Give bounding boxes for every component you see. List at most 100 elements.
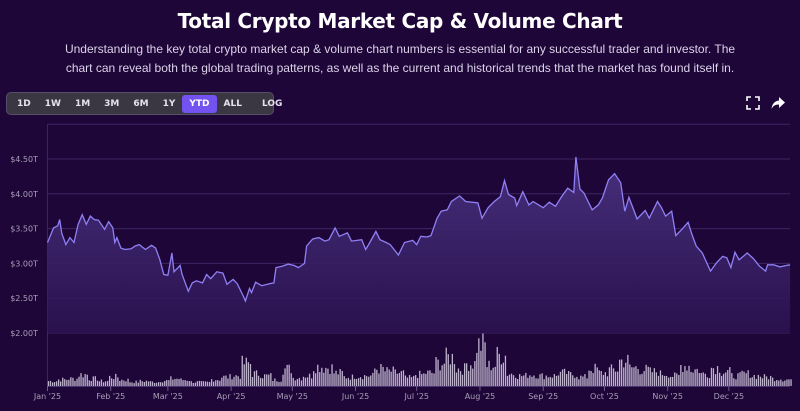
volume-bar [776, 380, 778, 386]
volume-bar [770, 375, 772, 386]
volume-bar [535, 378, 537, 386]
volume-bar [661, 375, 664, 386]
volume-bar [649, 367, 651, 386]
volume-bar [53, 382, 56, 386]
market-cap-area [47, 156, 791, 333]
volume-bar [329, 374, 331, 386]
range-button-all[interactable]: ALL [223, 98, 242, 109]
range-button-3m[interactable]: 3M [104, 98, 120, 109]
volume-bar [147, 381, 150, 386]
volume-bar [204, 381, 207, 386]
volume-bar [323, 372, 325, 386]
volume-bar [196, 381, 198, 386]
volume-bar [592, 373, 594, 386]
volume-bar [380, 364, 382, 386]
volume-bar [376, 369, 378, 386]
range-button-6m[interactable]: 6M [133, 98, 149, 109]
volume-bar [625, 362, 627, 386]
volume-bar [333, 373, 335, 386]
volume-bar [308, 373, 311, 386]
volume-bar [614, 371, 617, 386]
volume-bar [184, 380, 186, 386]
x-tick-label: Mar '25 [153, 392, 183, 401]
range-button-1y[interactable]: 1Y [162, 98, 176, 109]
volume-bar [139, 379, 141, 386]
volume-bar [639, 374, 641, 386]
y-tick-label: $4.50T [10, 155, 38, 164]
volume-bar [419, 370, 421, 386]
volume-bar [402, 370, 405, 386]
volume-bar [394, 369, 396, 386]
x-tick-label: Apr '25 [217, 392, 246, 401]
volume-bar [439, 370, 441, 386]
volume-bar [257, 375, 260, 386]
volume-bar [296, 379, 298, 386]
volume-bar [643, 371, 645, 386]
volume-bar [111, 378, 113, 386]
range-button-1d[interactable]: 1D [17, 98, 31, 109]
volume-bar [264, 374, 266, 386]
volume-bar [374, 368, 376, 386]
volume-bar [186, 380, 188, 386]
volume-bar [113, 379, 115, 386]
volume-bar [735, 379, 737, 386]
volume-bar [523, 375, 525, 386]
volume-bar [765, 376, 768, 386]
volume-bar [272, 381, 274, 386]
volume-bar [782, 381, 784, 386]
volume-bar [178, 379, 180, 386]
volume-bar [547, 377, 549, 386]
volume-bar [239, 378, 241, 386]
range-button-1w[interactable]: 1W [44, 98, 61, 109]
volume-bar [153, 383, 156, 386]
volume-bar [464, 363, 466, 386]
volume-bar [780, 379, 782, 386]
volume-bar [133, 383, 135, 386]
volume-bar [545, 375, 547, 386]
volume-bar [368, 376, 370, 386]
volume-bar [461, 374, 464, 386]
volume-bar [168, 380, 170, 386]
volume-bar [84, 374, 86, 386]
volume-bar [645, 364, 647, 386]
y-tick-label: $3.50T [10, 225, 38, 234]
volume-bar [96, 380, 99, 386]
volume-bar [276, 381, 278, 386]
share-icon[interactable] [770, 95, 786, 111]
volume-bar [543, 379, 545, 386]
volume-bar [627, 354, 629, 386]
volume-bar [786, 379, 788, 386]
range-button-1m[interactable]: 1M [74, 98, 91, 109]
volume-bar [759, 376, 762, 386]
volume-bar [90, 381, 92, 386]
volume-bar [121, 379, 123, 386]
volume-bar [255, 370, 258, 386]
volume-bar [706, 377, 708, 386]
volume-bar [70, 377, 72, 386]
volume-bar [451, 353, 453, 386]
volume-bar [604, 372, 606, 386]
volume-bar [290, 373, 292, 386]
market-cap-line [46, 156, 791, 303]
volume-bar [337, 374, 339, 386]
volume-bar [719, 372, 721, 386]
volume-bar [384, 371, 386, 386]
x-tick-label: Sep '25 [528, 392, 558, 401]
volume-bar [492, 367, 494, 386]
volume-bar [484, 342, 486, 386]
volume-bar [457, 368, 460, 386]
volume-bar [266, 374, 268, 386]
volume-bar [506, 375, 509, 386]
fullscreen-icon[interactable] [745, 95, 761, 111]
volume-bar [725, 372, 727, 386]
volume-bar [100, 379, 103, 386]
volume-bar [612, 368, 615, 386]
volume-bar [427, 370, 429, 386]
range-button-ytd[interactable]: YTD [182, 94, 217, 113]
volume-bar [490, 370, 492, 386]
volume-bar [123, 380, 125, 386]
volume-bar [743, 371, 745, 386]
log-scale-button[interactable]: LOG [261, 98, 283, 109]
volume-bar [508, 374, 511, 386]
